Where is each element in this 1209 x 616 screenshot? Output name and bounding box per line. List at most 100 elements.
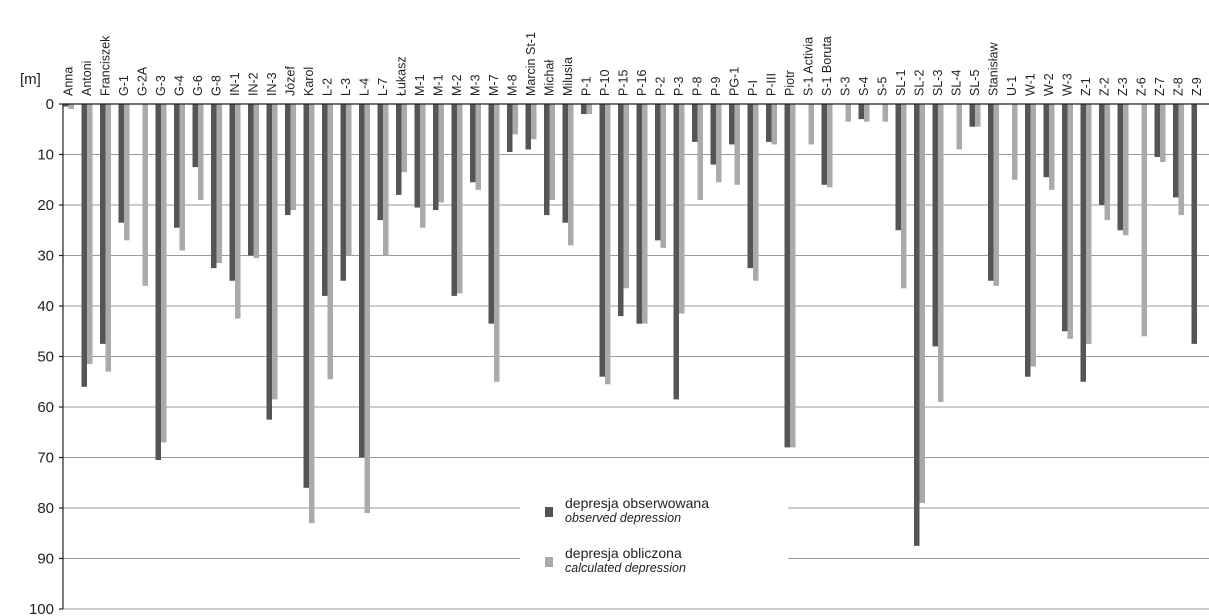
bar-observed-27 [544,104,550,216]
bar-observed-57 [1099,104,1105,205]
bar-calculated-15 [327,104,333,380]
bar-observed-51 [988,104,994,281]
bar-calculated-34 [679,104,685,314]
category-label: L-7 [376,78,390,96]
bar-observed-11 [248,104,254,256]
category-label: L-4 [358,78,372,96]
legend-swatch-1 [545,507,553,517]
category-label: S-5 [876,77,890,97]
category-label: Z-1 [1079,77,1093,96]
bar-calculated-29 [586,104,592,115]
bar-calculated-5 [142,104,148,286]
category-label: G-2A [136,66,150,96]
legend-label-en-1: observed depression [565,511,681,525]
category-label: P-15 [617,70,631,96]
bar-observed-24 [488,104,494,324]
category-labels: Anna Antoni Franciszek G-1 G-2A G-3 G-4 G-6 G-8 I… [62,32,1205,96]
bar-calculated-16 [346,104,352,256]
bar-calculated-8 [198,104,204,200]
category-label: SL-3 [931,70,945,96]
category-label: IN-1 [228,72,242,96]
bar-observed-30 [599,104,605,377]
category-label: Stanisław [987,42,1001,96]
category-label: Z-9 [1190,77,1204,96]
y-tick-label: 100 [29,601,54,616]
bar-calculated-18 [383,104,389,256]
category-label: S-1 Boruta [820,36,834,96]
category-label: Anna [62,67,76,96]
category-label: L-2 [321,78,335,96]
category-label: M-1 [432,74,446,96]
bar-calculated-48 [938,104,944,402]
bar-observed-46 [895,104,901,231]
category-label: Marcin St-1 [524,32,538,96]
category-label: W-1 [1024,73,1038,96]
y-axis: 0 10 20 30 40 50 60 70 80 90 100 [m] [20,71,1209,616]
bar-calculated-4 [124,104,130,241]
category-label: IN-3 [265,72,279,96]
bar-calculated-49 [956,104,962,150]
category-label: U-1 [1005,76,1019,96]
bars [63,104,1197,546]
bar-observed-17 [359,104,365,458]
bar-calculated-6 [161,104,167,443]
bar-observed-22 [451,104,457,296]
category-label: L-3 [339,78,353,96]
bar-calculated-41 [808,104,814,145]
bar-observed-1 [63,104,69,107]
bar-calculated-20 [420,104,426,228]
bar-observed-3 [100,104,106,344]
bar-calculated-35 [697,104,703,200]
bar-observed-44 [858,104,864,120]
category-label: SL-2 [913,70,927,96]
bar-calculated-50 [975,104,981,127]
bar-observed-23 [470,104,476,183]
bar-observed-32 [636,104,642,324]
bar-calculated-60 [1160,104,1166,163]
category-label: Z-2 [1098,77,1112,96]
bar-observed-9 [211,104,217,269]
category-label: G-8 [210,75,224,96]
legend-box [520,470,788,590]
bar-calculated-12 [272,104,278,400]
category-label: P-III [765,73,779,96]
category-label: M-7 [487,74,501,96]
category-label: P-16 [635,70,649,96]
bar-calculated-22 [457,104,463,294]
bar-observed-14 [303,104,309,488]
category-label: G-4 [173,75,187,96]
category-label: SL-5 [968,70,982,96]
bar-observed-62 [1191,104,1197,344]
category-label: P-10 [598,70,612,96]
bar-observed-50 [969,104,975,127]
legend-label-2: depresja obliczona [565,545,682,561]
category-label: P-I [746,80,760,96]
y-tick-label: 90 [37,551,54,568]
bar-calculated-14 [309,104,315,524]
bar-observed-54 [1043,104,1049,178]
bar-calculated-17 [364,104,370,514]
category-label: W-3 [1061,73,1075,96]
bar-observed-6 [155,104,161,461]
y-tick-label: 80 [37,500,54,517]
bar-observed-39 [766,104,772,142]
category-label: P-1 [580,77,594,97]
bar-calculated-61 [1178,104,1184,216]
bar-observed-25 [507,104,513,152]
y-tick-label: 10 [37,147,54,164]
bar-calculated-46 [901,104,907,289]
category-label: Karol [302,67,316,96]
bar-observed-53 [1025,104,1031,377]
bar-observed-20 [414,104,420,208]
bar-calculated-38 [753,104,759,281]
bar-observed-7 [174,104,180,228]
category-label: Z-7 [1153,77,1167,96]
y-tick-label: 30 [37,248,54,265]
y-tick-label: 70 [37,450,54,467]
bar-calculated-54 [1049,104,1055,190]
bar-observed-10 [229,104,235,281]
category-label: PG-1 [728,67,742,96]
category-label: G-1 [117,75,131,96]
